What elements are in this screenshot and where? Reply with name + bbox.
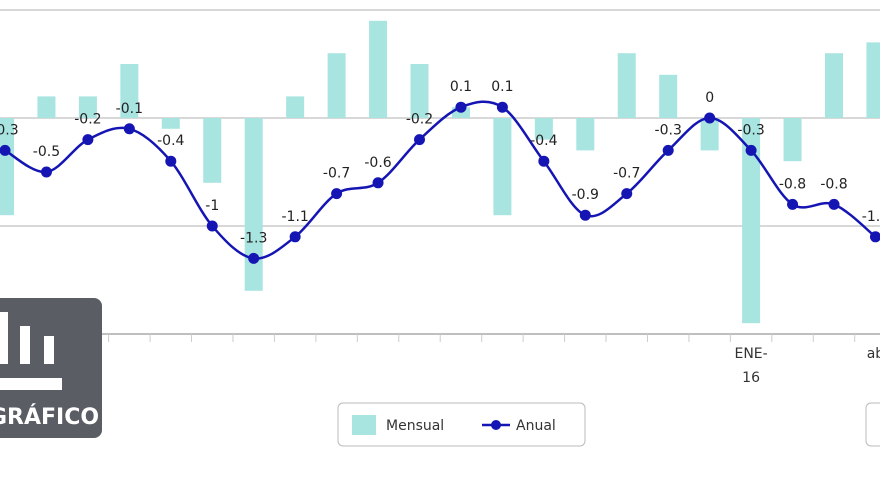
data-label: -0.4 <box>157 133 184 149</box>
cropped-button[interactable] <box>865 402 880 447</box>
data-label: -0.9 <box>572 187 599 203</box>
bar <box>659 74 678 118</box>
bar <box>0 118 14 216</box>
data-label: -0.4 <box>530 133 557 149</box>
legend-swatch-bar <box>352 415 376 435</box>
badge-icon <box>20 326 30 364</box>
data-label: 0.1 <box>450 79 472 95</box>
data-label: -0.8 <box>820 176 847 192</box>
bar <box>783 118 802 162</box>
bar <box>203 118 222 183</box>
point <box>745 144 757 156</box>
badge-icon <box>44 336 54 364</box>
grid: ENE-16 ab <box>0 9 880 386</box>
bar <box>327 53 346 119</box>
point <box>704 112 716 124</box>
point <box>331 188 343 200</box>
bar <box>161 118 180 129</box>
data-label: -0.3 <box>0 122 19 138</box>
legend[interactable]: Mensual Anual <box>337 402 586 447</box>
bar <box>700 118 719 151</box>
badge-text: GRÁFICO <box>0 404 99 430</box>
point <box>538 155 550 167</box>
bar <box>866 42 880 118</box>
data-label: -0.3 <box>737 122 764 138</box>
x-tick-label: ab <box>867 346 880 362</box>
point <box>414 134 425 146</box>
point <box>40 166 52 178</box>
point <box>123 123 135 135</box>
bar <box>286 96 305 118</box>
bar <box>493 118 512 216</box>
legend-box <box>337 402 586 447</box>
data-label: -0.7 <box>613 166 640 182</box>
line <box>4 100 877 260</box>
point <box>372 177 384 189</box>
data-label: -1.3 <box>240 230 267 246</box>
point <box>662 144 674 156</box>
data-label: -0.6 <box>364 155 391 171</box>
bar <box>78 96 97 118</box>
point <box>0 144 11 156</box>
bar <box>410 64 429 118</box>
data-label: -1.1 <box>862 209 880 225</box>
point <box>787 198 799 210</box>
point <box>496 101 508 113</box>
point <box>621 188 633 200</box>
badge-icon <box>0 378 62 390</box>
data-label: -0.2 <box>74 112 101 128</box>
bar <box>617 53 636 119</box>
bar <box>369 20 388 118</box>
point <box>828 198 840 210</box>
bar <box>244 118 263 291</box>
bar <box>825 53 843 119</box>
bar <box>742 118 761 324</box>
bar <box>37 96 56 118</box>
bar <box>120 64 139 118</box>
point <box>206 220 218 232</box>
badge: GRÁFICO <box>0 298 102 438</box>
data-label: -0.2 <box>406 112 433 128</box>
data-label: -1 <box>205 198 219 214</box>
point <box>82 134 94 146</box>
point <box>248 252 260 264</box>
bar <box>576 118 595 151</box>
point <box>869 231 880 243</box>
data-label: 0.1 <box>491 79 513 95</box>
x-tick-label: ENE-16 <box>734 346 767 386</box>
data-label: -0.7 <box>323 166 350 182</box>
badge-icon <box>0 312 8 364</box>
bar <box>534 118 553 140</box>
data-label: -0.5 <box>33 144 60 160</box>
legend-label[interactable]: Mensual <box>386 418 444 434</box>
legend-swatch-dot <box>491 420 501 430</box>
data-label: 0 <box>705 90 714 106</box>
data-label: -0.3 <box>655 122 682 138</box>
data-label: -1.1 <box>281 209 308 225</box>
legend-label[interactable]: Anual <box>516 418 556 434</box>
point <box>579 209 591 221</box>
point <box>455 101 467 113</box>
data-label: -0.1 <box>116 101 143 117</box>
data-label: -0.8 <box>779 176 806 192</box>
point <box>289 231 301 243</box>
point <box>165 155 177 167</box>
